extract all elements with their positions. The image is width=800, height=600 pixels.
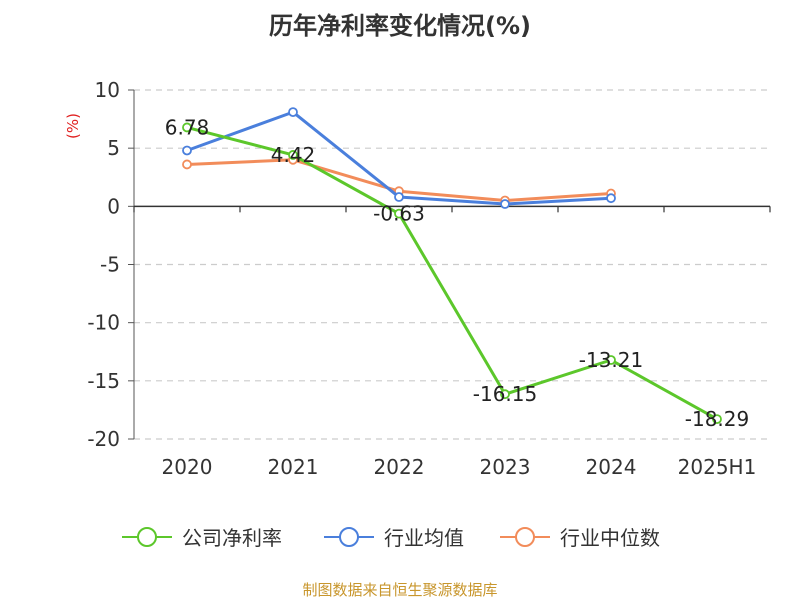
data-label: 4.42 [271, 143, 316, 167]
data-source-note: 制图数据来自恒生聚源数据库 [302, 581, 497, 599]
legend-item: 公司净利率 [122, 526, 282, 550]
series-lines [182, 107, 722, 425]
data-labels: 6.78 4.42 -0.63 -16.15 -13.21 -18.29 [165, 115, 750, 431]
legend-swatch-marker [137, 527, 157, 547]
data-point [394, 208, 404, 219]
legend-item: 行业均值 [324, 526, 464, 550]
data-point [182, 159, 192, 170]
x-tick-label: 2021 [268, 455, 319, 479]
y-tick-label: -20 [87, 427, 120, 451]
x-tick-labels: 2020 2021 2022 2023 2024 2025H1 [162, 455, 757, 479]
data-label: -13.21 [579, 348, 643, 372]
data-point [182, 122, 192, 133]
data-point [712, 414, 722, 425]
y-tick-label: -10 [87, 311, 120, 335]
y-tick-label: -5 [100, 253, 120, 277]
data-point [394, 192, 404, 202]
data-label: -16.15 [473, 382, 537, 406]
x-tick-label: 2024 [586, 455, 637, 479]
data-point [606, 355, 616, 365]
legend-swatch-marker [515, 527, 535, 547]
legend-swatch-marker [339, 527, 359, 547]
legend-label: 行业均值 [384, 526, 464, 550]
data-point [500, 199, 510, 209]
y-tick-label: 10 [95, 78, 120, 102]
series-line [186, 126, 718, 421]
legend: 公司净利率 行业均值 行业中位数 [122, 526, 660, 550]
data-point [182, 145, 192, 156]
data-label: -18.29 [685, 407, 749, 431]
legend-item: 行业中位数 [500, 526, 660, 550]
series-0 [182, 122, 722, 425]
data-point [288, 150, 298, 160]
legend-label: 行业中位数 [560, 526, 660, 550]
y-tick-label: 0 [107, 194, 120, 218]
legend-label: 公司净利率 [182, 526, 282, 550]
x-tick-label: 2023 [480, 455, 531, 479]
grid-lines [134, 89, 770, 440]
axes [128, 89, 771, 440]
x-tick-label: 2025H1 [678, 455, 757, 479]
y-axis-unit: (%) [64, 113, 82, 139]
data-label: 6.78 [165, 115, 210, 139]
x-tick-label: 2022 [374, 455, 425, 479]
y-tick-labels: 10 5 0 -5 -10 -15 -20 [87, 78, 120, 451]
y-tick-label: -15 [87, 369, 120, 393]
y-tick-label: 5 [107, 136, 120, 160]
data-point [606, 193, 616, 204]
data-label: -0.63 [373, 202, 425, 226]
series-1 [182, 107, 616, 209]
chart-title: 历年净利率变化情况(%) [269, 12, 531, 40]
data-point [500, 389, 510, 400]
x-tick-label: 2020 [162, 455, 213, 479]
data-point [288, 107, 298, 118]
